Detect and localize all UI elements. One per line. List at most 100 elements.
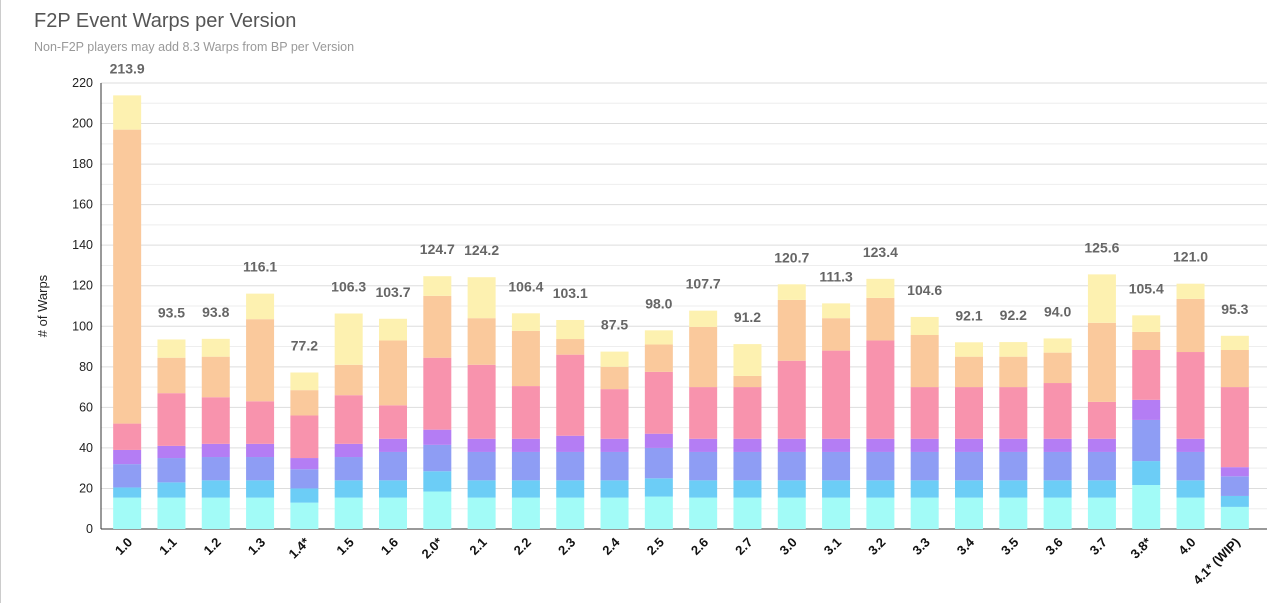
bar-segment-1 bbox=[157, 497, 186, 529]
total-label: 125.6 bbox=[1084, 239, 1119, 255]
bar-segment-4 bbox=[1132, 399, 1161, 420]
bar-segment-1 bbox=[644, 496, 673, 529]
x-tick-label: 1.4* bbox=[286, 534, 314, 562]
bar-segment-5 bbox=[1043, 383, 1072, 439]
bar-segment-2 bbox=[955, 480, 983, 498]
bar-segment-2 bbox=[1132, 461, 1161, 486]
bar-segment-1 bbox=[246, 497, 275, 529]
bar-segment-5 bbox=[689, 387, 718, 439]
bar-segment-2 bbox=[866, 480, 895, 498]
chart-subtitle: Non-F2P players may add 8.3 Warps from B… bbox=[34, 40, 355, 54]
x-tick-label: 3.6 bbox=[1042, 535, 1065, 558]
total-label: 77.2 bbox=[291, 337, 318, 353]
bar-segment-5 bbox=[1087, 401, 1116, 439]
bar-segment-3 bbox=[955, 451, 983, 481]
bar-segment-4 bbox=[467, 438, 496, 452]
y-tick-label: 140 bbox=[72, 238, 93, 252]
x-tick-label: 2.0* bbox=[418, 534, 446, 562]
x-tick-label: 4.0 bbox=[1175, 535, 1198, 558]
bar-segment-2 bbox=[689, 480, 718, 498]
bar-segment-6 bbox=[910, 334, 939, 388]
bar-segment-2 bbox=[334, 480, 363, 498]
bar-segment-2 bbox=[1176, 480, 1205, 498]
total-label: 103.7 bbox=[375, 284, 410, 300]
bar-segment-2 bbox=[157, 482, 186, 498]
bar-segment-1 bbox=[733, 497, 762, 529]
bar-segment-3 bbox=[467, 451, 496, 481]
bar-segment-2 bbox=[246, 480, 275, 498]
bar-segment-3 bbox=[201, 457, 230, 481]
bar-segment-4 bbox=[423, 429, 452, 445]
x-tick-label: 1.0 bbox=[112, 535, 135, 558]
bar-segment-6 bbox=[866, 297, 895, 341]
bar-segment-7 bbox=[866, 278, 895, 298]
bar-segment-6 bbox=[379, 340, 407, 406]
bar-segment-3 bbox=[733, 451, 762, 481]
bar-segment-5 bbox=[999, 387, 1028, 439]
total-label: 98.0 bbox=[645, 295, 672, 311]
bar-segment-6 bbox=[777, 299, 806, 361]
x-tick-label: 2.7 bbox=[732, 535, 755, 558]
total-label: 120.7 bbox=[774, 249, 809, 265]
bar-segment-6 bbox=[1132, 331, 1161, 350]
bar-segment-5 bbox=[733, 387, 762, 439]
bar-segment-5 bbox=[201, 397, 230, 444]
x-tick-label: 3.5 bbox=[998, 535, 1021, 558]
bar-segment-6 bbox=[423, 295, 452, 358]
bar-segment-1 bbox=[955, 497, 983, 529]
x-tick-label: 2.2 bbox=[511, 535, 534, 558]
bar-segment-5 bbox=[511, 386, 540, 439]
bar-segment-2 bbox=[1087, 480, 1116, 498]
bar-segment-5 bbox=[290, 415, 319, 459]
y-tick-label: 120 bbox=[72, 279, 93, 293]
bar-segment-3 bbox=[910, 451, 939, 481]
bar-segment-3 bbox=[157, 458, 186, 483]
bar-segment-2 bbox=[1220, 495, 1249, 507]
bar-segment-1 bbox=[1132, 485, 1161, 529]
bar-segment-2 bbox=[733, 480, 762, 498]
x-tick-label: 3.1 bbox=[821, 535, 844, 558]
bar-segment-7 bbox=[246, 293, 275, 320]
bar-segment-5 bbox=[1220, 387, 1249, 468]
bar-segment-3 bbox=[689, 451, 718, 481]
y-tick-label: 60 bbox=[79, 400, 93, 414]
bar-segment-3 bbox=[334, 457, 363, 481]
bar-segment-4 bbox=[866, 438, 895, 452]
bar-segment-4 bbox=[379, 438, 407, 452]
bar-segment-5 bbox=[334, 395, 363, 444]
bar-segment-4 bbox=[201, 443, 230, 458]
bar-segment-4 bbox=[290, 458, 319, 470]
bar-segment-5 bbox=[1132, 349, 1161, 400]
bar-segment-1 bbox=[1176, 497, 1205, 529]
bar-segment-1 bbox=[334, 497, 363, 529]
bar-segment-2 bbox=[467, 480, 496, 498]
bar-segment-1 bbox=[201, 497, 230, 529]
bar-segment-5 bbox=[777, 360, 806, 439]
y-tick-label: 200 bbox=[72, 117, 93, 131]
bar-segment-2 bbox=[600, 480, 629, 498]
bar-segment-7 bbox=[423, 276, 452, 296]
bar-segment-1 bbox=[556, 497, 585, 529]
bar-segment-7 bbox=[689, 310, 718, 327]
bar-segment-2 bbox=[511, 480, 540, 498]
bar-segment-6 bbox=[600, 366, 629, 390]
bar-segment-7 bbox=[1043, 338, 1072, 353]
bar-segment-5 bbox=[157, 393, 186, 446]
bar-segment-1 bbox=[1087, 497, 1116, 529]
bar-segment-1 bbox=[423, 491, 452, 529]
bar-segment-7 bbox=[644, 330, 673, 345]
bar-segment-1 bbox=[866, 497, 895, 529]
total-label: 93.8 bbox=[202, 304, 229, 320]
bar-segment-4 bbox=[955, 438, 983, 452]
bar-segment-6 bbox=[822, 318, 851, 351]
bar-segment-4 bbox=[822, 438, 851, 452]
bar-segment-5 bbox=[955, 387, 983, 439]
bar-segment-4 bbox=[511, 438, 540, 452]
bar-segment-5 bbox=[822, 350, 851, 439]
bar-segment-6 bbox=[290, 390, 319, 416]
bar-segment-1 bbox=[999, 497, 1028, 529]
bar-segment-7 bbox=[113, 95, 142, 130]
bar-segment-6 bbox=[733, 375, 762, 388]
y-tick-label: 80 bbox=[79, 360, 93, 374]
bar-segment-1 bbox=[822, 497, 851, 529]
